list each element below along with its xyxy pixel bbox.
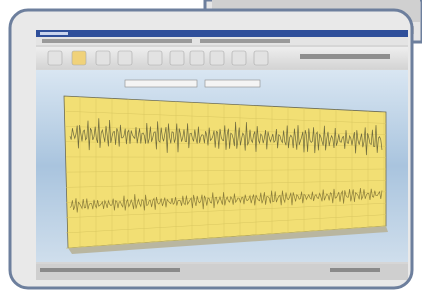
toolbar-button[interactable] [148, 51, 162, 65]
toolbar-button[interactable] [232, 51, 246, 65]
toolbar-button[interactable] [190, 51, 204, 65]
toolbar-text-blur [300, 54, 390, 59]
toolbar-button[interactable] [210, 51, 224, 65]
title-bar [36, 30, 408, 37]
dropdown[interactable] [205, 80, 260, 87]
screenshot [0, 0, 422, 297]
menu-text-blur [200, 39, 290, 43]
status-text-blur [330, 268, 380, 272]
status-text-blur [40, 268, 180, 272]
toolbar-button[interactable] [48, 51, 62, 65]
toolbar-button[interactable] [170, 51, 184, 65]
dropdown[interactable] [125, 80, 197, 87]
plot-panel [64, 96, 386, 248]
title-text-blur [40, 32, 68, 35]
menu-text-blur [42, 39, 192, 43]
toolbar-button[interactable] [96, 51, 110, 65]
main-frame [10, 10, 412, 288]
toolbar-button[interactable] [72, 51, 86, 65]
toolbar-button[interactable] [254, 51, 268, 65]
page: (() => { const data = JSON.parse(documen… [0, 0, 422, 297]
toolbar-buttons [48, 51, 268, 65]
toolbar-button[interactable] [118, 51, 132, 65]
